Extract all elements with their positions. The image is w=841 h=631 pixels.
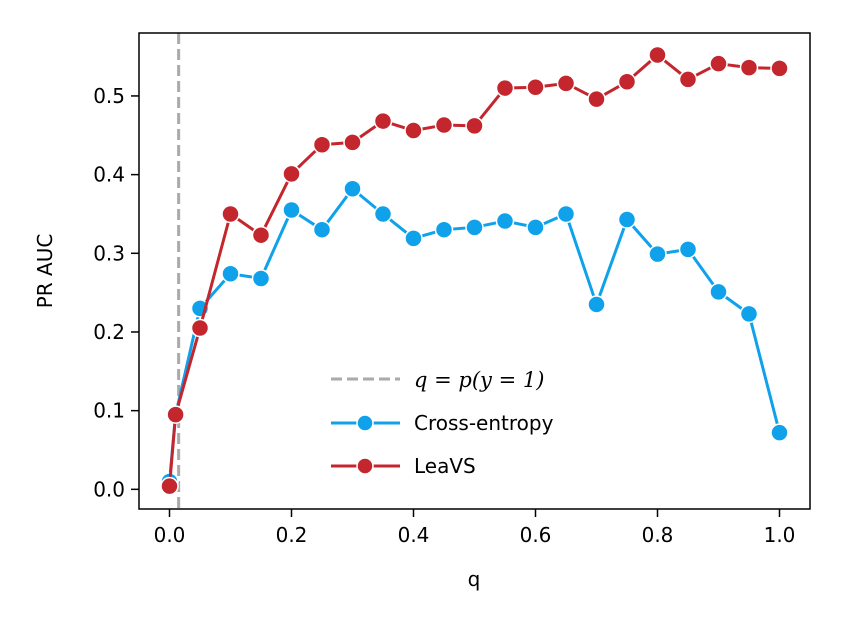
data-point-leavs <box>434 115 454 135</box>
x-tick-label: 0.6 <box>520 523 552 547</box>
y-axis-label: PR AUC <box>33 234 57 309</box>
y-tick-label: 0.1 <box>93 399 125 423</box>
x-axis-ticks: 0.0 0.2 0.4 0.6 0.8 1.0 <box>154 509 796 547</box>
data-point-leavs <box>373 111 393 131</box>
data-point-leavs <box>404 121 423 140</box>
data-point-cross-entropy <box>221 264 240 284</box>
data-point-cross-entropy <box>526 218 545 237</box>
legend-leavs-label: LeaVS <box>414 454 476 478</box>
data-point-cross-entropy <box>251 269 271 288</box>
data-point-cross-entropy <box>739 304 759 324</box>
data-point-leavs <box>160 476 179 496</box>
x-tick-label: 0.4 <box>398 523 430 547</box>
data-point-leavs <box>190 318 210 338</box>
data-point-leavs <box>221 204 240 224</box>
data-point-cross-entropy <box>373 204 393 224</box>
data-point-cross-entropy <box>709 282 728 302</box>
data-point-leavs <box>770 59 789 78</box>
y-axis-ticks: 0.0 0.1 0.2 0.3 0.4 0.5 <box>93 84 139 501</box>
data-point-leavs <box>556 74 576 93</box>
data-point-leavs <box>166 405 185 424</box>
data-point-leavs <box>709 54 728 73</box>
axes-frame <box>138 32 811 510</box>
data-point-cross-entropy <box>343 179 362 199</box>
data-point-leavs <box>465 116 484 136</box>
legend: q = p(y = 1) Cross-entropy LeaVS <box>331 368 554 478</box>
data-point-leavs <box>495 78 515 98</box>
data-point-cross-entropy <box>404 229 423 248</box>
legend-vline-label: q = p(y = 1) <box>414 368 544 392</box>
plot-area <box>139 33 810 509</box>
x-tick-label: 0.2 <box>276 523 308 547</box>
data-point-cross-entropy <box>434 220 454 239</box>
x-tick-label: 1.0 <box>764 523 796 547</box>
x-axis-label: q <box>468 567 481 591</box>
data-point-leavs <box>739 58 759 77</box>
data-point-leavs <box>648 45 667 65</box>
series-layer <box>160 45 789 496</box>
legend-cross-entropy-label: Cross-entropy <box>414 411 554 435</box>
data-point-leavs <box>343 133 362 152</box>
data-point-cross-entropy <box>282 200 301 220</box>
data-point-cross-entropy <box>587 295 606 314</box>
data-point-cross-entropy <box>770 423 789 442</box>
y-tick-label: 0.2 <box>93 320 125 344</box>
data-point-cross-entropy <box>617 210 637 229</box>
y-tick-label: 0.0 <box>93 477 125 501</box>
data-point-leavs <box>617 72 637 92</box>
legend-cross-entropy-marker <box>356 414 374 432</box>
y-tick-label: 0.3 <box>93 241 125 265</box>
data-point-leavs <box>678 70 698 89</box>
series-line-leavs <box>168 53 780 487</box>
y-tick-label: 0.4 <box>93 163 125 187</box>
data-point-leavs <box>251 225 271 245</box>
data-point-cross-entropy <box>648 244 667 264</box>
x-tick-label: 0.8 <box>642 523 674 547</box>
data-point-leavs <box>312 135 332 154</box>
series-leavs <box>160 45 789 496</box>
data-point-cross-entropy <box>495 211 515 231</box>
data-point-cross-entropy <box>312 220 332 239</box>
x-tick-label: 0.0 <box>154 523 186 547</box>
data-point-cross-entropy <box>465 218 484 237</box>
legend-leavs-marker <box>356 457 374 475</box>
data-point-leavs <box>587 89 606 109</box>
data-point-leavs <box>526 78 545 97</box>
data-point-cross-entropy <box>556 204 576 224</box>
series-line-cross-entropy <box>168 187 781 482</box>
y-tick-label: 0.5 <box>93 84 125 108</box>
data-point-cross-entropy <box>678 240 698 259</box>
data-point-leavs <box>282 164 301 184</box>
